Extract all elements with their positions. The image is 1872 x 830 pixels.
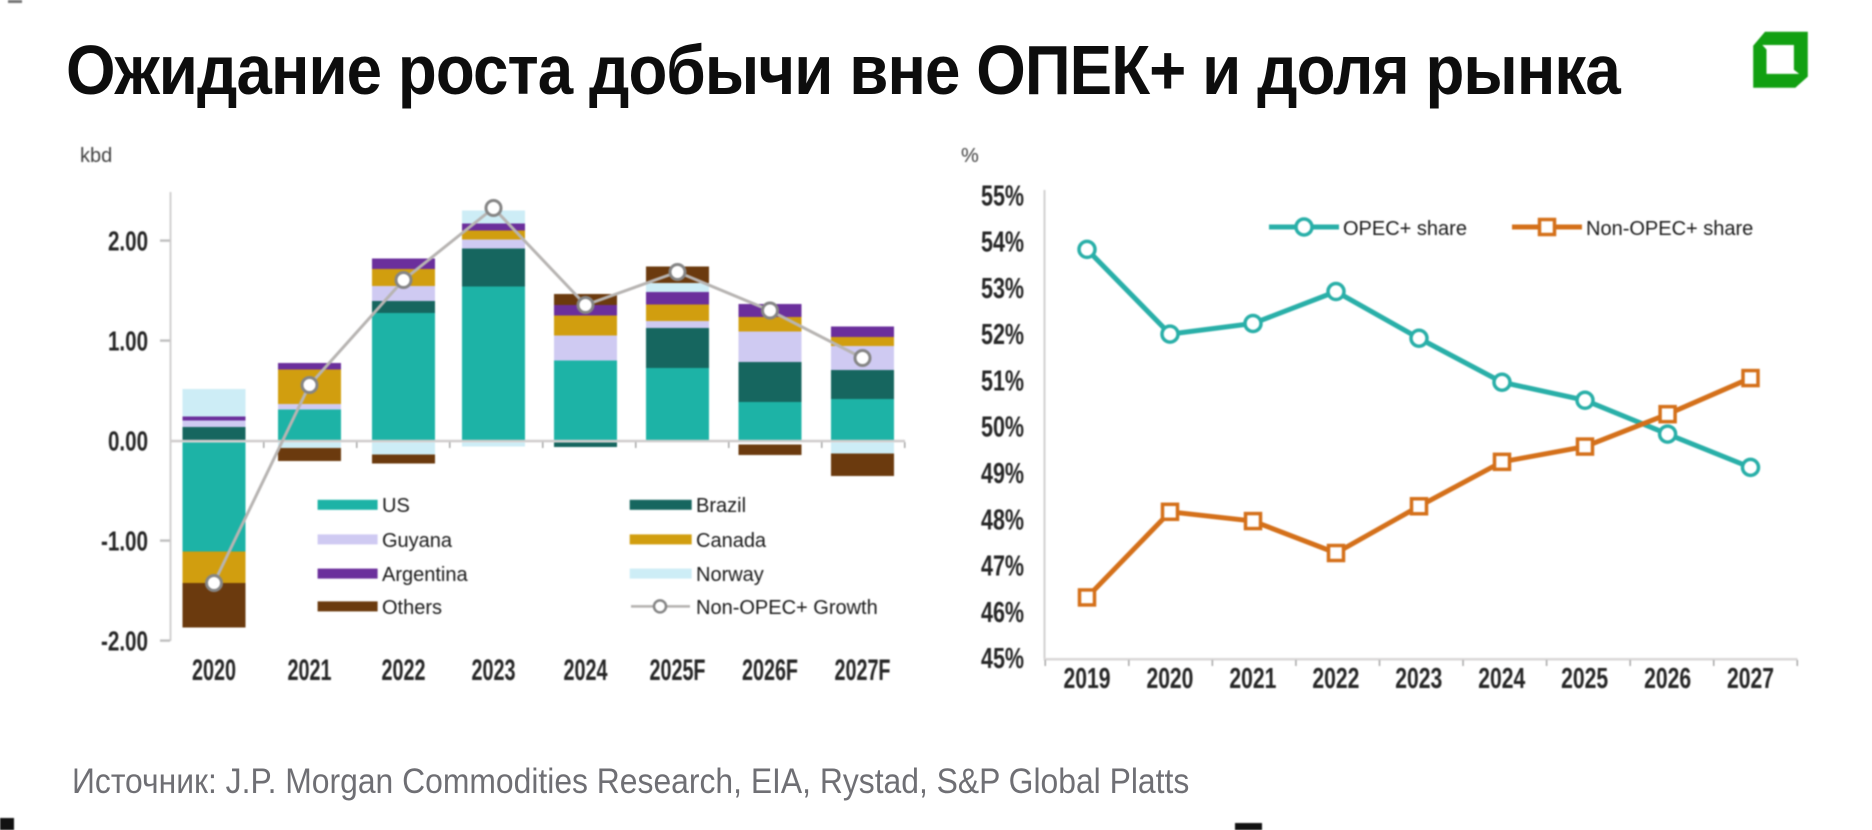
svg-text:OPEC+ share: OPEC+ share bbox=[1343, 218, 1467, 240]
svg-text:US: US bbox=[382, 495, 410, 517]
svg-text:2027: 2027 bbox=[1727, 663, 1774, 695]
svg-text:46%: 46% bbox=[981, 597, 1024, 629]
svg-text:2026F: 2026F bbox=[742, 654, 798, 687]
svg-text:1.00: 1.00 bbox=[108, 326, 148, 357]
svg-text:Others: Others bbox=[382, 597, 442, 619]
svg-text:49%: 49% bbox=[981, 458, 1024, 490]
svg-text:2022: 2022 bbox=[382, 654, 426, 687]
svg-text:2020: 2020 bbox=[1146, 663, 1193, 695]
svg-text:2027F: 2027F bbox=[835, 654, 891, 687]
svg-text:Norway: Norway bbox=[696, 564, 764, 586]
svg-text:Canada: Canada bbox=[696, 530, 767, 552]
svg-text:2024: 2024 bbox=[564, 654, 608, 687]
svg-text:2023: 2023 bbox=[1395, 663, 1442, 695]
svg-text:2024: 2024 bbox=[1478, 663, 1525, 695]
svg-text:-2.00: -2.00 bbox=[101, 626, 148, 657]
svg-text:2025F: 2025F bbox=[650, 654, 706, 687]
svg-text:48%: 48% bbox=[981, 504, 1024, 536]
svg-text:52%: 52% bbox=[981, 319, 1024, 351]
svg-text:2021: 2021 bbox=[288, 654, 332, 687]
svg-text:%: % bbox=[961, 145, 979, 167]
svg-text:-1.00: -1.00 bbox=[101, 526, 148, 557]
svg-text:Brazil: Brazil bbox=[696, 495, 746, 517]
svg-text:Guyana: Guyana bbox=[382, 530, 453, 552]
svg-text:2023: 2023 bbox=[472, 654, 516, 687]
svg-text:54%: 54% bbox=[981, 227, 1024, 259]
svg-text:kbd: kbd bbox=[80, 145, 112, 167]
svg-text:2021: 2021 bbox=[1229, 663, 1276, 695]
svg-text:2.00: 2.00 bbox=[108, 226, 148, 257]
svg-text:2022: 2022 bbox=[1312, 663, 1359, 695]
svg-text:2020: 2020 bbox=[192, 654, 236, 687]
svg-text:2025: 2025 bbox=[1561, 663, 1608, 695]
svg-text:47%: 47% bbox=[981, 551, 1024, 583]
svg-text:Non-OPEC+ share: Non-OPEC+ share bbox=[1586, 218, 1753, 240]
svg-text:Non-OPEC+ Growth: Non-OPEC+ Growth bbox=[696, 597, 878, 619]
svg-text:53%: 53% bbox=[981, 273, 1024, 305]
svg-text:0.00: 0.00 bbox=[108, 426, 148, 457]
svg-text:45%: 45% bbox=[981, 643, 1024, 675]
svg-text:50%: 50% bbox=[981, 412, 1024, 444]
svg-text:55%: 55% bbox=[981, 180, 1024, 212]
svg-text:51%: 51% bbox=[981, 365, 1024, 397]
svg-text:2019: 2019 bbox=[1064, 663, 1111, 695]
svg-text:Argentina: Argentina bbox=[382, 564, 468, 586]
svg-text:2026: 2026 bbox=[1644, 663, 1691, 695]
